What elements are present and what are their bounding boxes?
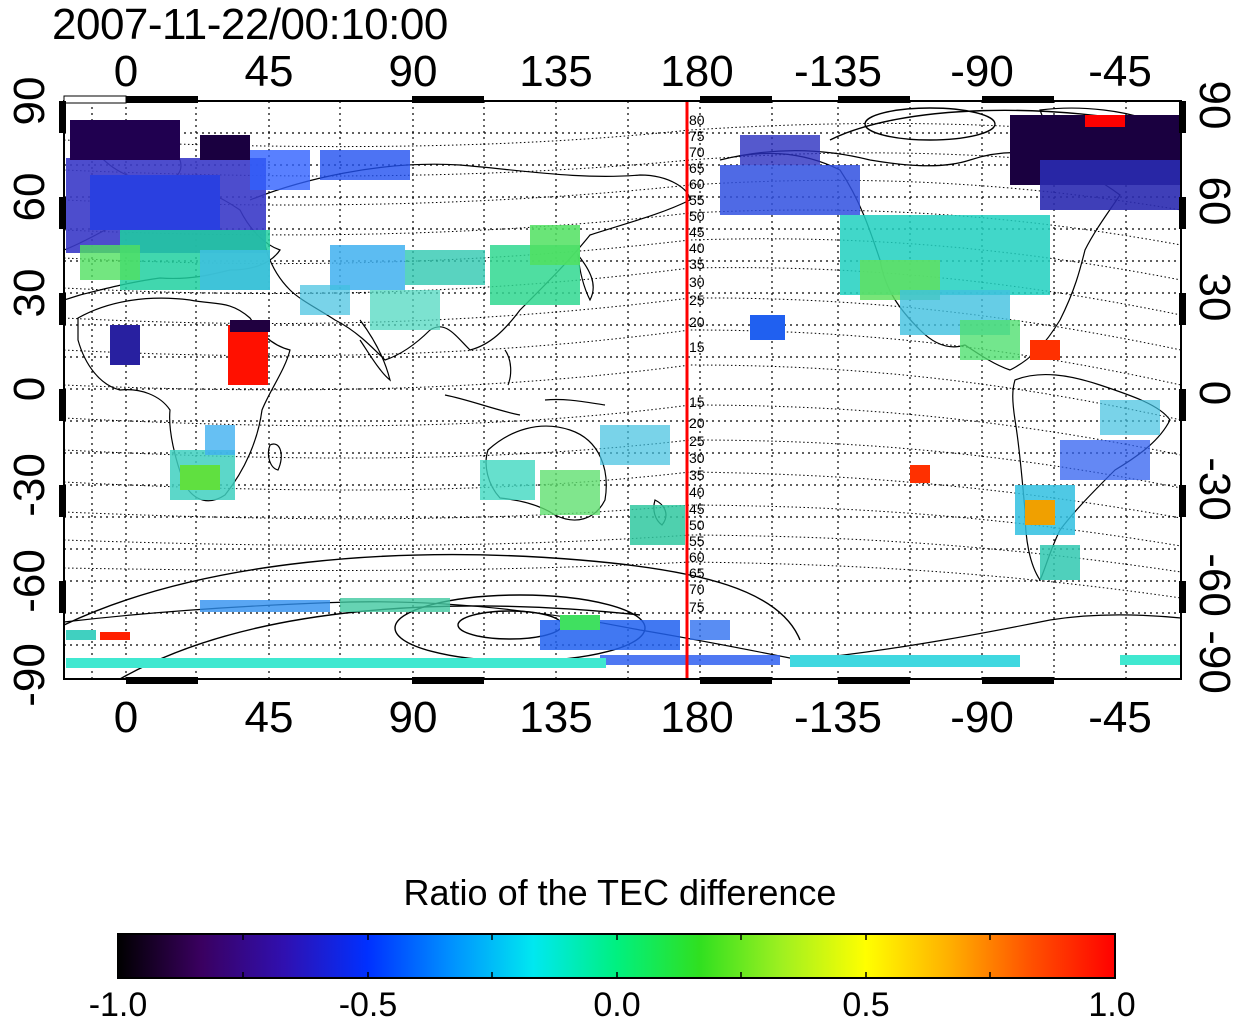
right-axis-label: 60 (1190, 177, 1239, 226)
bottom-axis-label: 180 (660, 693, 733, 742)
colorbar: -1.0 -0.5 0.0 0.5 1.0 (89, 933, 1136, 1024)
right-axis-label: 0 (1190, 381, 1239, 405)
bottom-axis-label: 90 (389, 693, 438, 742)
top-axis-label: 45 (245, 47, 294, 96)
top-axis-label: -135 (794, 47, 882, 96)
bottom-axis-label: 135 (519, 693, 592, 742)
meridian-label-s-6: 45 (689, 501, 705, 517)
left-axis-label: 0 (5, 377, 54, 401)
map-border (59, 95, 1186, 684)
top-axis: 0 45 90 135 180 -135 -90 -45 (114, 47, 1152, 96)
meridian-label-n-0: 80 (689, 112, 705, 128)
colorbar-gradient (117, 933, 1116, 979)
top-axis-label: 0 (114, 47, 138, 96)
left-axis-label: 30 (5, 269, 54, 318)
meridian-labels: 80 75 70 65 60 55 50 45 40 35 30 25 20 1… (689, 112, 705, 615)
colorbar-title: Ratio of the TEC difference (403, 872, 837, 913)
meridian-label-n-12: 20 (689, 314, 705, 330)
right-axis-label: 30 (1190, 273, 1239, 322)
meridian-label-s-5: 40 (689, 484, 705, 500)
timestamp-label: 2007-11-22/00:10:00 (52, 0, 448, 49)
meridian-label-n-2: 70 (689, 144, 705, 160)
tec-data-layer (66, 115, 1180, 668)
colorbar-ticks: -1.0 -0.5 0.0 0.5 1.0 (89, 986, 1136, 1024)
meridian-label-s-2: 25 (689, 433, 705, 449)
meridian-label-s-12: 75 (689, 599, 705, 615)
meridian-label-n-5: 55 (689, 192, 705, 208)
right-axis: 90 60 30 0 -30 -60 -90 (1190, 81, 1239, 694)
meridian-label-s-10: 65 (689, 565, 705, 581)
meridian-label-s-11: 70 (689, 581, 705, 597)
bottom-axis-label: -135 (794, 693, 882, 742)
left-axis-label: -60 (5, 549, 54, 613)
bottom-axis-label: -90 (950, 693, 1014, 742)
bottom-axis-label: 45 (245, 693, 294, 742)
top-axis-label: 90 (389, 47, 438, 96)
left-axis: 90 60 30 0 -30 -60 -90 (5, 77, 54, 707)
meridian-label-n-7: 45 (689, 224, 705, 240)
bottom-axis-label: -45 (1088, 693, 1152, 742)
right-axis-label: -90 (1190, 630, 1239, 694)
meridian-label-n-4: 60 (689, 176, 705, 192)
colorbar-tick-label: 0.0 (593, 986, 640, 1024)
meridian-label-n-11: 25 (689, 292, 705, 308)
meridian-label-s-7: 50 (689, 517, 705, 533)
left-axis-label: 90 (5, 77, 54, 126)
meridian-label-n-9: 35 (689, 256, 705, 272)
meridian-label-s-9: 60 (689, 549, 705, 565)
colorbar-tick-label: 1.0 (1088, 986, 1135, 1024)
meridian-label-s-3: 30 (689, 450, 705, 466)
right-axis-label: -60 (1190, 553, 1239, 617)
colorbar-tick-label: -1.0 (89, 986, 148, 1024)
bottom-axis: 0 45 90 135 180 -135 -90 -45 (114, 693, 1152, 742)
meridian-label-n-1: 75 (689, 128, 705, 144)
right-axis-label: -30 (1190, 457, 1239, 521)
top-axis-label: -45 (1088, 47, 1152, 96)
meridian-label-n-3: 65 (689, 160, 705, 176)
top-axis-label: 180 (660, 47, 733, 96)
meridian-label-s-0: 15 (689, 394, 705, 410)
meridian-label-n-6: 50 (689, 208, 705, 224)
meridian-label-s-4: 35 (689, 467, 705, 483)
left-axis-label: 60 (5, 173, 54, 222)
colorbar-tick-label: 0.5 (842, 986, 889, 1024)
meridian-label-s-8: 55 (689, 533, 705, 549)
colorbar-tick-label: -0.5 (339, 986, 398, 1024)
meridian-label-n-13: 15 (689, 339, 705, 355)
meridian-label-n-10: 30 (689, 274, 705, 290)
top-axis-label: 135 (519, 47, 592, 96)
left-axis-label: -30 (5, 453, 54, 517)
top-axis-label: -90 (950, 47, 1014, 96)
meridian-label-s-1: 20 (689, 415, 705, 431)
bottom-axis-label: 0 (114, 693, 138, 742)
right-axis-label: 90 (1190, 81, 1239, 130)
colorbar-minor-ticks (242, 934, 991, 978)
left-axis-label: -90 (5, 643, 54, 707)
meridian-label-n-8: 40 (689, 240, 705, 256)
tec-map: 80 75 70 65 60 55 50 45 40 35 30 25 20 1… (5, 47, 1239, 742)
